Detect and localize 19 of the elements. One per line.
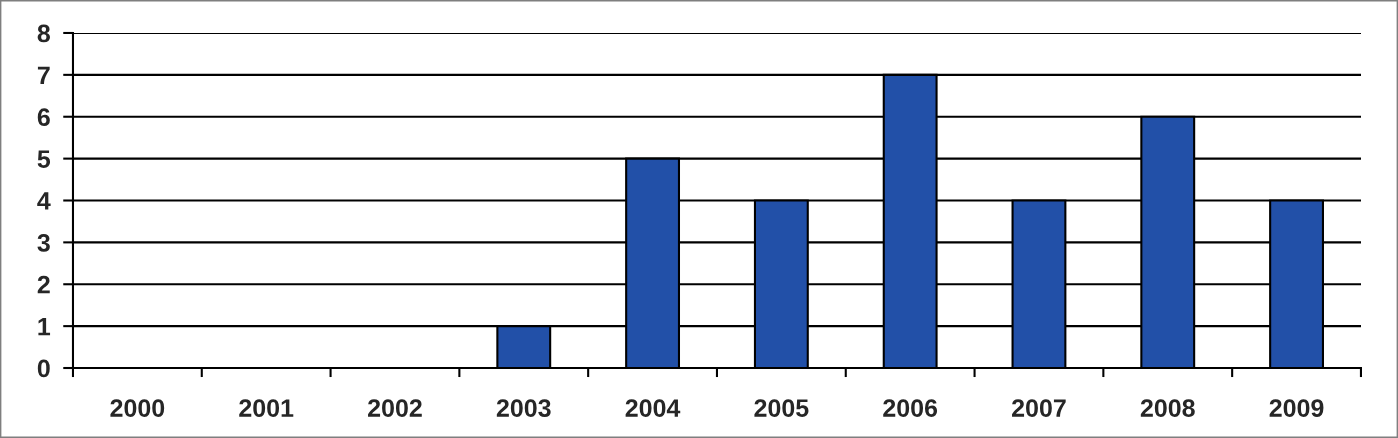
y-tick-label: 1: [38, 317, 51, 336]
y-tick-label: 0: [37, 359, 50, 378]
x-tick-label: 2001: [239, 399, 294, 417]
x-tick-label: 2003: [496, 399, 551, 417]
y-tick-label: 3: [37, 233, 50, 252]
y-tick-label: 4: [37, 192, 51, 210]
x-tick-label: 2004: [625, 399, 681, 417]
x-tick-label: 2007: [1012, 399, 1066, 417]
x-tick-label: 2005: [754, 399, 809, 417]
x-tick-label: 2006: [883, 399, 938, 417]
y-tick-label: 6: [37, 108, 50, 127]
x-tick-label: 2008: [1140, 399, 1195, 417]
y-tick-label: 7: [37, 66, 50, 84]
x-tick-label: 2002: [368, 399, 422, 417]
y-tick-label: 5: [37, 150, 51, 168]
y-tick-label: 2: [37, 275, 50, 294]
x-tick-label: 2009: [1269, 399, 1324, 417]
y-tick-label: 8: [37, 24, 50, 43]
x-tick-label: 2000: [110, 399, 165, 417]
